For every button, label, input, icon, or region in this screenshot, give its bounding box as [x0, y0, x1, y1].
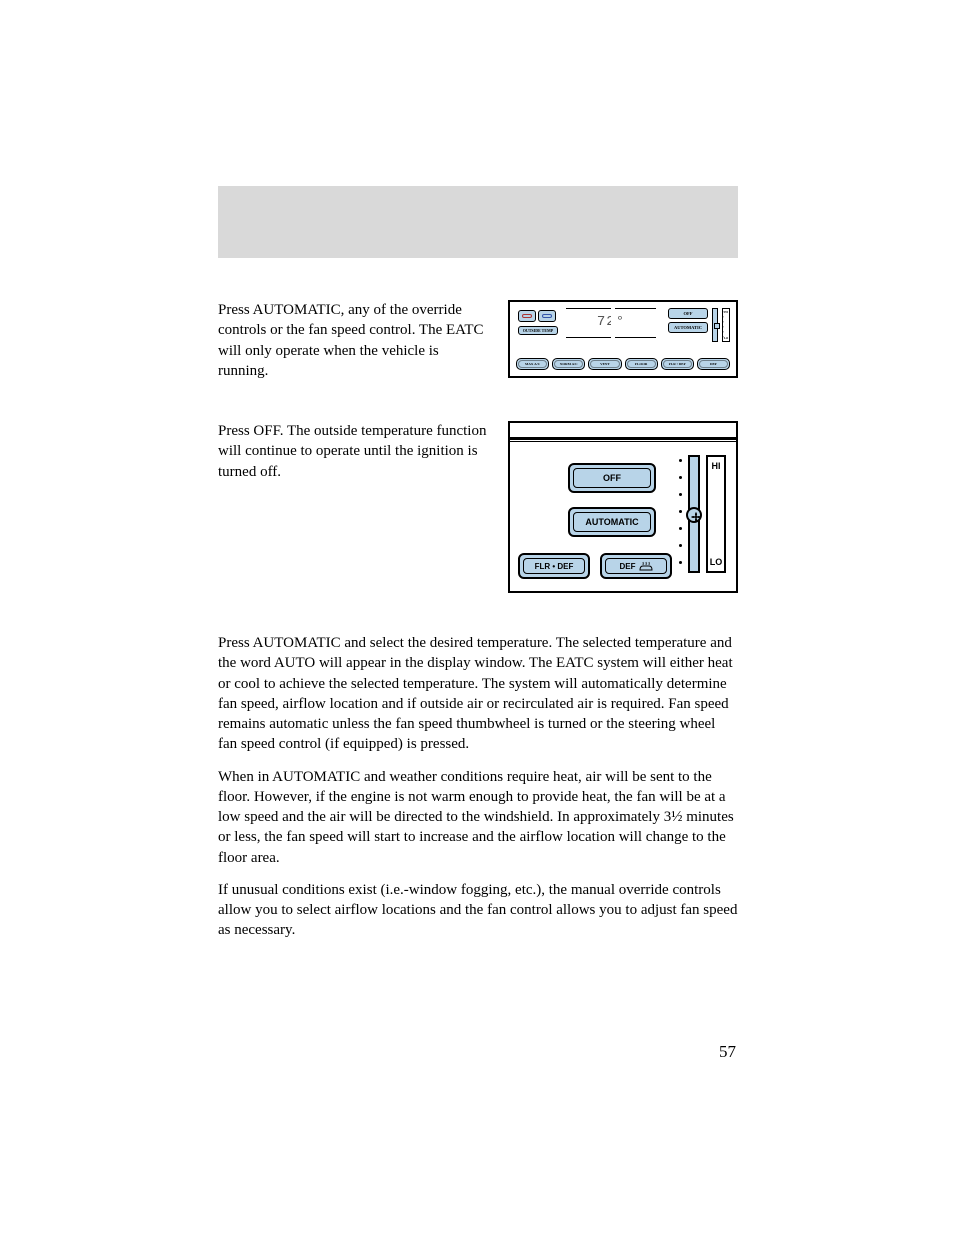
- hi-label: HI: [724, 310, 728, 314]
- def-button: DEF: [600, 553, 672, 579]
- temp-up-button: [518, 310, 536, 322]
- section-automatic: Press AUTOMATIC, any of the override con…: [218, 300, 738, 381]
- panel-edge-line-2: [510, 441, 736, 442]
- hi-lo-indicator-small: HI LO: [722, 308, 730, 342]
- display-value: 72°: [566, 309, 656, 330]
- mode-norm-ac: NORM A/C: [552, 358, 585, 370]
- paragraph-3: If unusual conditions exist (i.e.-window…: [218, 880, 738, 941]
- paragraph-2: When in AUTOMATIC and weather conditions…: [218, 767, 738, 868]
- section1-text: Press AUTOMATIC, any of the override con…: [218, 300, 490, 381]
- off-button: OFF: [568, 463, 656, 493]
- page-number: 57: [719, 1042, 736, 1062]
- fan-speed-knob: [686, 507, 702, 523]
- fan-speed-slider-small: [712, 308, 718, 342]
- temp-down-button: [538, 310, 556, 322]
- header-bar: [218, 186, 738, 258]
- panel-edge-line: [510, 437, 736, 440]
- eatc-full-panel-diagram: OUTSIDE TEMP 72° OFF AUTOMATIC •••••• HI…: [508, 300, 738, 378]
- temperature-display: 72°: [566, 308, 656, 338]
- body-paragraphs: Press AUTOMATIC and select the desired t…: [218, 633, 738, 941]
- mode-vent: VENT: [588, 358, 621, 370]
- page-content: Press AUTOMATIC, any of the override con…: [218, 300, 738, 953]
- mode-max-ac: MAX A/C: [516, 358, 549, 370]
- flr-def-button: FLR • DEF: [518, 553, 590, 579]
- fan-icon: [690, 511, 702, 523]
- lo-label: LO: [710, 557, 723, 567]
- mode-floor: FLOOR: [625, 358, 658, 370]
- lo-label: LO: [724, 336, 728, 340]
- section-off: Press OFF. The outside temperature funct…: [218, 421, 738, 593]
- outside-temp-button: OUTSIDE TEMP: [518, 326, 558, 335]
- defrost-icon: [639, 561, 653, 571]
- fan-speed-dots: [679, 459, 682, 564]
- paragraph-1: Press AUTOMATIC and select the desired t…: [218, 633, 738, 755]
- mode-button-row: MAX A/C NORM A/C VENT FLOOR FLR • DEF DE…: [516, 358, 730, 370]
- temp-adjust-buttons: [518, 310, 556, 322]
- automatic-button: AUTOMATIC: [568, 507, 656, 537]
- section2-text: Press OFF. The outside temperature funct…: [218, 421, 490, 593]
- off-button-small: OFF: [668, 308, 708, 319]
- mode-flr-def: FLR • DEF: [661, 358, 694, 370]
- automatic-button-small: AUTOMATIC: [668, 322, 708, 333]
- hi-label: HI: [712, 461, 721, 471]
- eatc-detail-panel-diagram: OFF AUTOMATIC FLR • DEF DEF: [508, 421, 738, 593]
- hi-lo-indicator: HI LO: [706, 455, 726, 573]
- mode-def: DEF: [697, 358, 730, 370]
